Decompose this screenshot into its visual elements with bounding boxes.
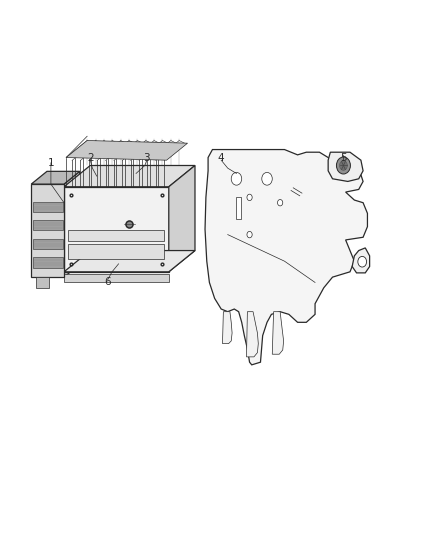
Circle shape: [278, 199, 283, 206]
Polygon shape: [66, 141, 187, 160]
Circle shape: [231, 172, 242, 185]
Polygon shape: [35, 277, 49, 288]
Polygon shape: [205, 150, 367, 365]
Polygon shape: [64, 274, 169, 282]
Circle shape: [336, 157, 350, 174]
Polygon shape: [64, 165, 195, 187]
Text: 5: 5: [340, 152, 347, 163]
Text: 1: 1: [48, 158, 54, 168]
Polygon shape: [328, 152, 363, 181]
Text: 4: 4: [218, 152, 225, 163]
Polygon shape: [68, 230, 164, 241]
Polygon shape: [33, 239, 63, 249]
Polygon shape: [169, 165, 195, 272]
Polygon shape: [31, 171, 80, 184]
Polygon shape: [33, 257, 63, 268]
Polygon shape: [64, 171, 80, 277]
Polygon shape: [64, 187, 169, 272]
Polygon shape: [64, 251, 195, 272]
Circle shape: [358, 256, 367, 267]
Polygon shape: [68, 244, 164, 259]
Polygon shape: [223, 312, 232, 344]
Text: 3: 3: [144, 152, 150, 163]
Polygon shape: [33, 201, 63, 212]
Circle shape: [339, 161, 347, 170]
Circle shape: [247, 231, 252, 238]
Circle shape: [262, 172, 272, 185]
Polygon shape: [247, 312, 258, 357]
Polygon shape: [352, 248, 370, 273]
Text: 6: 6: [104, 278, 111, 287]
Polygon shape: [33, 220, 63, 230]
Polygon shape: [237, 197, 241, 219]
Text: 2: 2: [87, 152, 93, 163]
Polygon shape: [272, 312, 284, 354]
Polygon shape: [31, 184, 64, 277]
Circle shape: [247, 194, 252, 200]
